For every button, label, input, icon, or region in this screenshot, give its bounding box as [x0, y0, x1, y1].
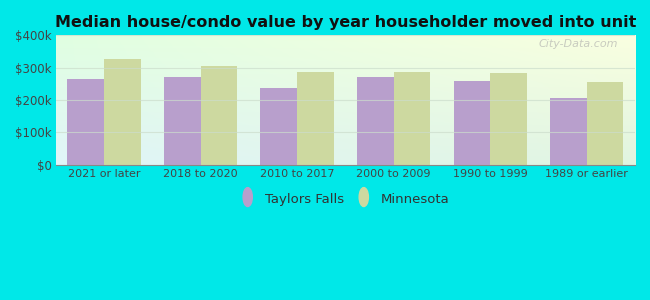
Title: Median house/condo value by year householder moved into unit: Median house/condo value by year househo…: [55, 15, 636, 30]
Bar: [164, 77, 201, 165]
Bar: [454, 81, 490, 165]
Text: City-Data.com: City-Data.com: [538, 39, 617, 49]
Bar: [261, 88, 297, 165]
Bar: [587, 82, 623, 165]
Legend: Taylors Falls, Minnesota: Taylors Falls, Minnesota: [235, 185, 456, 212]
Bar: [394, 73, 430, 165]
Bar: [68, 79, 104, 165]
Bar: [357, 77, 394, 165]
Bar: [297, 72, 334, 165]
Bar: [104, 59, 141, 165]
Bar: [201, 66, 237, 165]
Bar: [490, 74, 527, 165]
Bar: [550, 98, 587, 165]
